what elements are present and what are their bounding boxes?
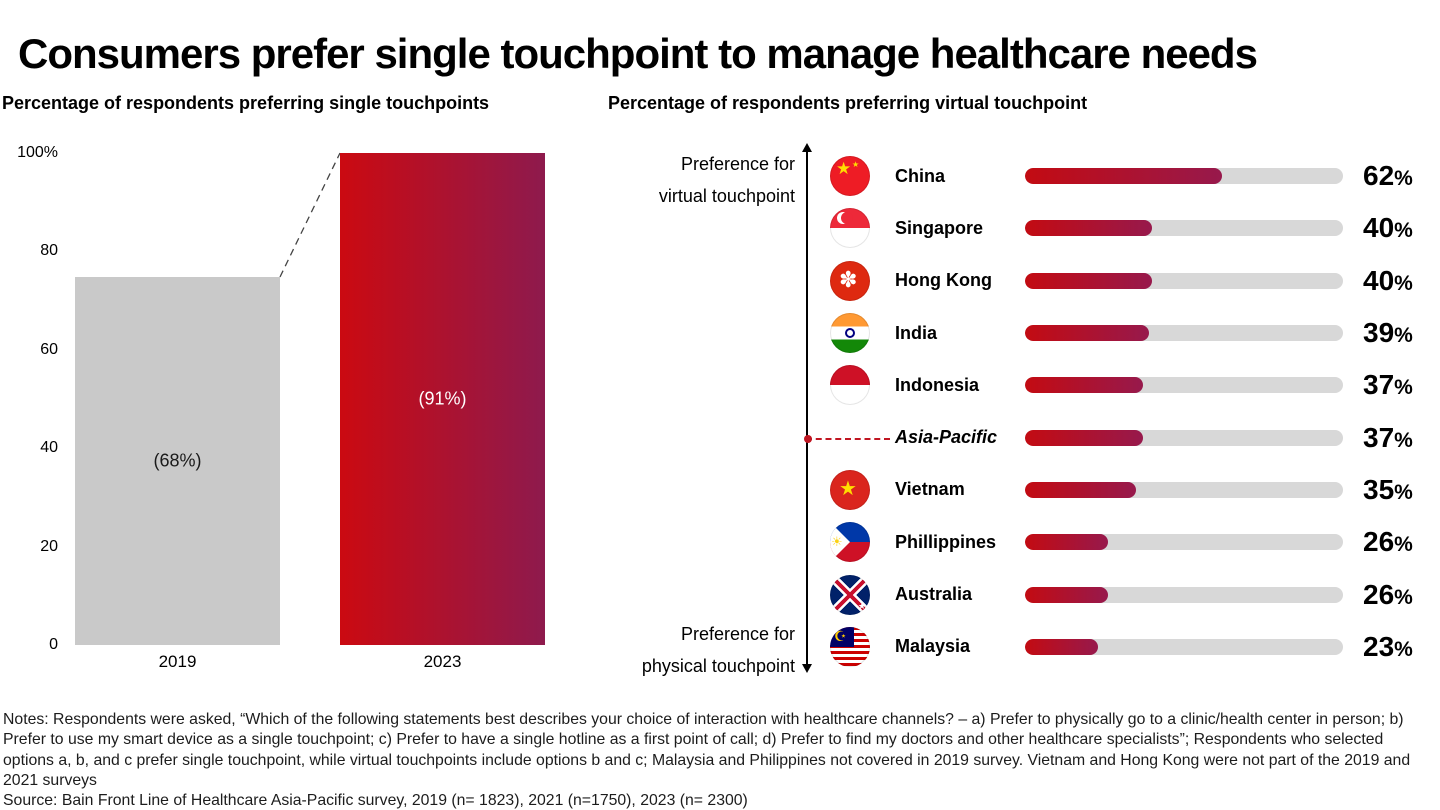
bar-fill: [1025, 638, 1099, 655]
bar-fill: [1025, 481, 1137, 498]
y-tick: 80: [40, 242, 58, 260]
bar-fill: [1025, 325, 1150, 342]
country-row: Phillippines 26%: [830, 516, 1413, 568]
axis-bottom-label: Preference for physical touchpoint: [545, 618, 795, 682]
bar-fill: [1025, 429, 1143, 446]
country-label: China: [895, 165, 946, 186]
value-label: 37%: [1363, 421, 1413, 453]
x-label-2019: 2019: [158, 652, 197, 671]
value-label: 40%: [1363, 212, 1413, 244]
bar-fill: [1025, 586, 1108, 603]
flag-hongkong-icon: [830, 260, 870, 301]
y-tick: 20: [40, 537, 58, 555]
country-label: Malaysia: [895, 636, 971, 657]
bar-track: [1025, 586, 1343, 603]
notes: Notes: Respondents were asked, “Which of…: [3, 711, 1411, 790]
flag-cell: [830, 156, 895, 197]
value-label: 26%: [1363, 526, 1413, 558]
bar-2023: (91%): [340, 153, 545, 645]
flag-cell: [830, 522, 895, 563]
flag-indonesia-icon: [830, 365, 870, 406]
value-label: 39%: [1363, 317, 1413, 349]
y-tick: 0: [49, 636, 58, 653]
country-label: Indonesia: [895, 374, 980, 395]
flag-australia-icon: [830, 574, 870, 615]
source: Source: Bain Front Line of Healthcare As…: [3, 792, 748, 809]
bar-track: [1025, 534, 1343, 551]
country-label: Singapore: [895, 217, 984, 238]
flag-cell: [830, 469, 895, 510]
asia-pacific-marker: [804, 434, 890, 443]
bar-2019-value: (68%): [153, 450, 202, 471]
bar-2023-value: (91%): [418, 388, 467, 409]
flag-vietnam-icon: [830, 469, 870, 510]
left-chart-title: Percentage of respondents preferring sin…: [2, 93, 490, 113]
country-label: Vietnam: [895, 479, 965, 500]
bar-track: [1025, 638, 1343, 655]
value-label: 62%: [1363, 160, 1413, 192]
flag-cell: [830, 208, 895, 249]
flag-cell: [830, 574, 895, 615]
flag-china-icon: [830, 156, 870, 197]
bar-track: [1025, 377, 1343, 394]
country-row: Malaysia 23%: [830, 621, 1413, 673]
country-row: Asia-Pacific 37%: [804, 411, 1413, 463]
flag-cell: [830, 626, 895, 667]
y-tick: 60: [40, 340, 58, 358]
country-row: Singapore 40%: [830, 202, 1413, 254]
bar-track: [1025, 272, 1343, 289]
value-label: 26%: [1363, 578, 1413, 610]
left-chart-plot: (68%) (91%) 2019 2023: [70, 152, 548, 671]
axis-top-line1: Preference for: [680, 154, 795, 174]
bar-track: [1025, 325, 1343, 342]
country-row: Hong Kong 40%: [830, 255, 1413, 307]
flag-cell: [830, 365, 895, 406]
axis-top-line2: virtual touchpoint: [658, 186, 795, 206]
country-label: India: [895, 322, 938, 343]
y-tick: 40: [40, 439, 58, 457]
value-label: 35%: [1363, 473, 1413, 505]
axis-top-label: Preference for virtual touchpoint: [545, 148, 795, 212]
y-axis: 100% 80 60 40 20 0: [0, 144, 58, 653]
x-label-2023: 2023: [423, 652, 462, 671]
value-label: 40%: [1363, 264, 1413, 296]
bar-fill: [1025, 220, 1153, 237]
bar-fill: [1025, 168, 1223, 185]
page-title: Consumers prefer single touchpoint to ma…: [18, 30, 1258, 78]
flag-malaysia-icon: [830, 626, 870, 667]
bar-fill: [1025, 534, 1108, 551]
bar-fill: [1025, 377, 1143, 394]
flag-cell: [830, 313, 895, 354]
y-tick: 100%: [17, 144, 58, 161]
right-chart-title: Percentage of respondents preferring vir…: [608, 93, 1088, 113]
axis-bottom-line2: physical touchpoint: [641, 656, 795, 676]
bar-track: [1025, 168, 1343, 185]
country-row: Vietnam 35%: [830, 464, 1413, 516]
axis-bottom-line1: Preference for: [680, 624, 795, 644]
bar-fill: [1025, 272, 1153, 289]
value-label: 23%: [1363, 630, 1413, 662]
country-label: Hong Kong: [895, 270, 992, 291]
flag-cell: [830, 260, 895, 301]
bar-2019: (68%): [75, 276, 280, 645]
bar-track: [1025, 481, 1343, 498]
country-row: China 62%: [830, 150, 1413, 202]
flag-philippines-icon: [830, 522, 870, 563]
vertical-axis-arrow: [802, 143, 812, 673]
country-row: Indonesia 37%: [830, 359, 1413, 411]
value-label: 37%: [1363, 369, 1413, 401]
flag-singapore-icon: [830, 208, 870, 249]
country-label: Australia: [895, 584, 973, 605]
bar-track: [1025, 429, 1343, 446]
country-row: India 39%: [830, 307, 1413, 359]
country-label: Phillippines: [895, 531, 997, 552]
country-bar-list: China 62% Singapore 40% Hong Kong 40%: [804, 150, 1413, 673]
country-row: Australia 26%: [830, 568, 1413, 620]
country-label: Asia-Pacific: [895, 427, 998, 448]
flag-india-icon: [830, 313, 870, 354]
bar-track: [1025, 220, 1343, 237]
